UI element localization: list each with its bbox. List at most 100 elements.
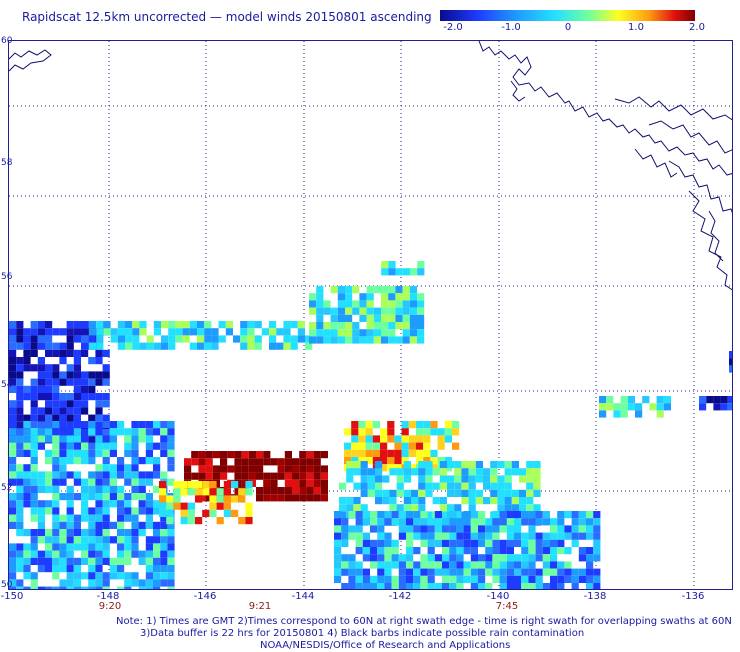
wind-cell (550, 575, 558, 583)
wind-cell (348, 583, 356, 589)
wind-cell (387, 435, 395, 443)
wind-cell (359, 293, 367, 301)
wind-cell (506, 518, 514, 526)
wind-cell (478, 532, 486, 540)
wind-cell (533, 482, 541, 490)
wind-cell (88, 536, 96, 544)
wind-cell (109, 572, 117, 580)
wind-cell (387, 421, 395, 429)
wind-cell (504, 497, 512, 505)
wind-cell (352, 307, 360, 315)
wind-cell (153, 579, 161, 587)
wind-cell (362, 554, 370, 562)
wind-cell (73, 357, 81, 365)
wind-cell (23, 485, 31, 493)
wind-cell (542, 539, 550, 547)
wind-cell (125, 321, 133, 329)
wind-cell (59, 400, 67, 408)
wind-cell (211, 342, 219, 350)
wind-cell (145, 428, 153, 436)
wind-cell (413, 583, 421, 589)
wind-cell (506, 568, 514, 576)
wind-cell (30, 449, 38, 457)
wind-cell (9, 435, 17, 443)
wind-cell (406, 525, 414, 533)
wind-cell (456, 554, 464, 562)
wind-cell (45, 400, 53, 408)
wind-cell (9, 572, 17, 580)
wind-cell (131, 478, 139, 486)
wind-cell (225, 321, 233, 329)
wind-cell (408, 449, 416, 457)
wind-cell (73, 435, 81, 443)
wind-cell (124, 428, 132, 436)
wind-cell (102, 457, 110, 465)
wind-cell (81, 529, 89, 537)
wind-cell (131, 428, 139, 436)
wind-cell (292, 494, 300, 502)
wind-cell (427, 518, 435, 526)
wind-cell (396, 468, 404, 476)
wind-cell (470, 561, 478, 569)
wind-cell (30, 500, 38, 508)
wind-cell (88, 565, 96, 573)
wind-cell (599, 410, 607, 418)
wind-cell (586, 575, 594, 583)
wind-cell (160, 579, 168, 587)
wind-cell (359, 336, 367, 344)
wind-cell (504, 461, 512, 469)
wind-cell (88, 449, 96, 457)
wind-cell (550, 525, 558, 533)
wind-cell (248, 458, 256, 466)
lat-label-52: 52 (1, 483, 13, 493)
wind-cell (358, 457, 366, 465)
wind-cell (504, 504, 512, 512)
wind-cell (204, 328, 212, 336)
wind-cell (167, 557, 175, 565)
wind-cell (30, 349, 38, 357)
wind-cell (355, 575, 363, 583)
wind-cell (418, 461, 426, 469)
wind-cell (256, 458, 264, 466)
wind-cell (309, 300, 317, 308)
wind-cell (95, 393, 103, 401)
wind-cell (492, 568, 500, 576)
wind-cell (409, 322, 417, 330)
wind-cell (463, 525, 471, 533)
wind-cell (37, 357, 45, 365)
wind-cell (373, 314, 381, 322)
wind-cell (124, 471, 132, 479)
wind-cell (352, 336, 360, 344)
wind-cell (382, 475, 390, 483)
wind-cell (313, 479, 321, 487)
wind-cell (153, 572, 161, 580)
wind-cell (277, 487, 285, 495)
wind-cell (425, 461, 433, 469)
wind-cell (95, 349, 103, 357)
wind-cell (117, 457, 125, 465)
wind-cell (656, 410, 664, 418)
wind-cell (514, 583, 522, 589)
wind-cell (117, 536, 125, 544)
wind-cell (95, 421, 103, 429)
wind-cell (309, 336, 317, 344)
wind-cell (23, 471, 31, 479)
wind-cell (485, 532, 493, 540)
wind-cell (238, 495, 246, 503)
wind-cell (366, 329, 374, 337)
wind-cell (30, 421, 38, 429)
wind-cell (362, 518, 370, 526)
wind-cell (309, 293, 317, 301)
wind-cell (381, 329, 389, 337)
wind-cell (73, 478, 81, 486)
wind-cell (168, 342, 176, 350)
wind-cell (337, 329, 345, 337)
wind-cell (166, 502, 174, 510)
wind-cell (73, 349, 81, 357)
wind-cell (299, 487, 307, 495)
wind-cell (124, 536, 132, 544)
wind-cell (9, 357, 17, 365)
wind-cell (73, 442, 81, 450)
wind-cell (490, 475, 498, 483)
wind-cell (351, 457, 359, 465)
